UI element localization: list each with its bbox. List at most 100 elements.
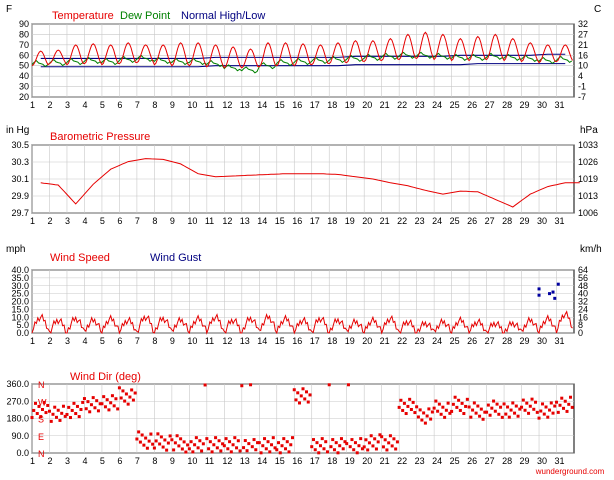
wind-dir-point [196, 446, 200, 450]
wind-dir-point [261, 444, 265, 448]
wind-dir-point [96, 409, 100, 413]
wind-dir-point [156, 432, 160, 436]
temp-chart-x-tick: 17 [310, 100, 320, 110]
wind-dir-point [378, 433, 382, 437]
wind-dir-point [313, 448, 317, 452]
wind-chart-x-tick: 10 [187, 336, 197, 346]
wind-chart-x-tick: 14 [257, 336, 267, 346]
wind-dir-point [172, 448, 176, 452]
wind-dir-chart-y-tick-left: 360.0 [6, 379, 29, 389]
wind-dir-point [324, 440, 328, 444]
temp-chart-y-tick-left: 50 [19, 61, 29, 71]
pressure-chart-y-tick-right: 1013 [578, 191, 598, 201]
wind-dir-point [236, 439, 240, 443]
wind-dir-point [450, 409, 454, 413]
pressure-chart-x-tick: 8 [152, 216, 157, 226]
wind-chart-x-tick: 31 [555, 336, 565, 346]
wind-dir-title: Wind Dir (deg) [70, 371, 141, 383]
wind-dir-point [310, 445, 314, 449]
wind-dir-point [163, 438, 167, 442]
wind-dir-point [235, 446, 239, 450]
wind-dir-point [439, 412, 443, 416]
wind-chart-x-tick: 4 [82, 336, 87, 346]
wind-dir-point [173, 441, 177, 445]
wind-dir-point [374, 447, 378, 451]
wind-dir-point [130, 388, 134, 392]
pressure-chart-x-tick: 21 [380, 216, 390, 226]
wind-dir-chart-x-tick: 22 [397, 456, 407, 466]
wind-dir-point [472, 401, 476, 405]
wind-chart-y-tick-left: 5.0 [16, 320, 29, 330]
compass-label: E [38, 432, 44, 442]
wind-chart-x-tick: 9 [170, 336, 175, 346]
wind-dir-point [35, 412, 39, 416]
wind-dir-point [376, 440, 380, 444]
wind-dir-point [40, 407, 44, 411]
wind-dir-point [495, 402, 499, 406]
wind-dir-point [476, 404, 480, 408]
wind-dir-point [263, 437, 267, 441]
wind-chart-x-tick: 27 [485, 336, 495, 346]
wind-dir-point [256, 441, 260, 445]
temp-chart-x-tick: 3 [65, 100, 70, 110]
pressure-chart-x-tick: 25 [450, 216, 460, 226]
wind-dir-chart-x-tick: 12 [222, 456, 232, 466]
wind-dir-point [238, 449, 242, 453]
wind-dir-point [441, 405, 445, 409]
wind-dir-point [514, 404, 518, 408]
temperature-series-line [31, 31, 573, 69]
wind-dir-point [457, 398, 461, 402]
temp-chart-x-tick: 28 [502, 100, 512, 110]
wind-dir-point [84, 407, 88, 411]
temp-chart-y-tick-left: 60 [19, 50, 29, 60]
wind-dir-point [252, 438, 256, 442]
wind-dir-point [47, 409, 51, 413]
temp-chart-y-tick-right: 27 [578, 29, 588, 39]
pressure-chart-x-tick: 20 [362, 216, 372, 226]
wind-dir-point [217, 439, 221, 443]
wind-dir-point [158, 442, 162, 446]
temp-normal-high-line [40, 53, 566, 59]
wind-dir-point [394, 447, 398, 451]
temp-chart-x-tick: 8 [152, 100, 157, 110]
wind-dir-chart-x-tick: 31 [555, 456, 565, 466]
wind-dir-point [56, 408, 60, 412]
temp-chart-y-tick-right: 32 [578, 19, 588, 29]
wind-dir-point [30, 416, 34, 420]
temp-chart-y-tick-left: 80 [19, 29, 29, 39]
wind-dir-point [320, 437, 324, 441]
wind-dir-point [277, 441, 281, 445]
wind-dir-point [334, 441, 338, 445]
pressure-chart-y-tick-left: 30.5 [11, 140, 29, 150]
wind-chart-y-tick-right: 16 [578, 312, 588, 322]
wind-dir-point [409, 407, 413, 411]
wind-dir-point [88, 410, 92, 414]
wind-dir-point [520, 405, 524, 409]
legend-wind-gust: Wind Gust [150, 252, 201, 264]
legend-wind-speed: Wind Speed [50, 252, 110, 264]
wind-chart-x-tick: 29 [520, 336, 530, 346]
pressure-chart-x-tick: 7 [135, 216, 140, 226]
wind-dir-point [555, 400, 559, 404]
wind-dir-point [198, 439, 202, 443]
wind-dir-point [116, 407, 120, 411]
pressure-chart-x-tick: 15 [275, 216, 285, 226]
pressure-chart-y-tick-right: 1006 [578, 208, 598, 218]
wind-dir-chart-x-tick: 2 [47, 456, 52, 466]
pressure-chart-x-tick: 11 [205, 216, 214, 226]
wind-dir-point [518, 407, 522, 411]
wind-dir-point [513, 411, 517, 415]
wind-dir-point [535, 410, 539, 414]
wind-chart-x-tick: 11 [205, 336, 214, 346]
wind-chart-y-tick-right: 48 [578, 281, 588, 291]
wind-dir-point [339, 437, 343, 441]
wind-dir-point [415, 405, 419, 409]
wind-dir-point [429, 417, 433, 421]
wind-dir-chart-x-tick: 18 [327, 456, 337, 466]
wind-dir-point [222, 444, 226, 448]
wind-dir-point [175, 434, 179, 438]
wind-dir-point [179, 437, 183, 441]
wind-dir-chart-x-tick: 17 [310, 456, 320, 466]
temp-chart-x-tick: 19 [345, 100, 355, 110]
wind-dir-point [247, 442, 251, 446]
